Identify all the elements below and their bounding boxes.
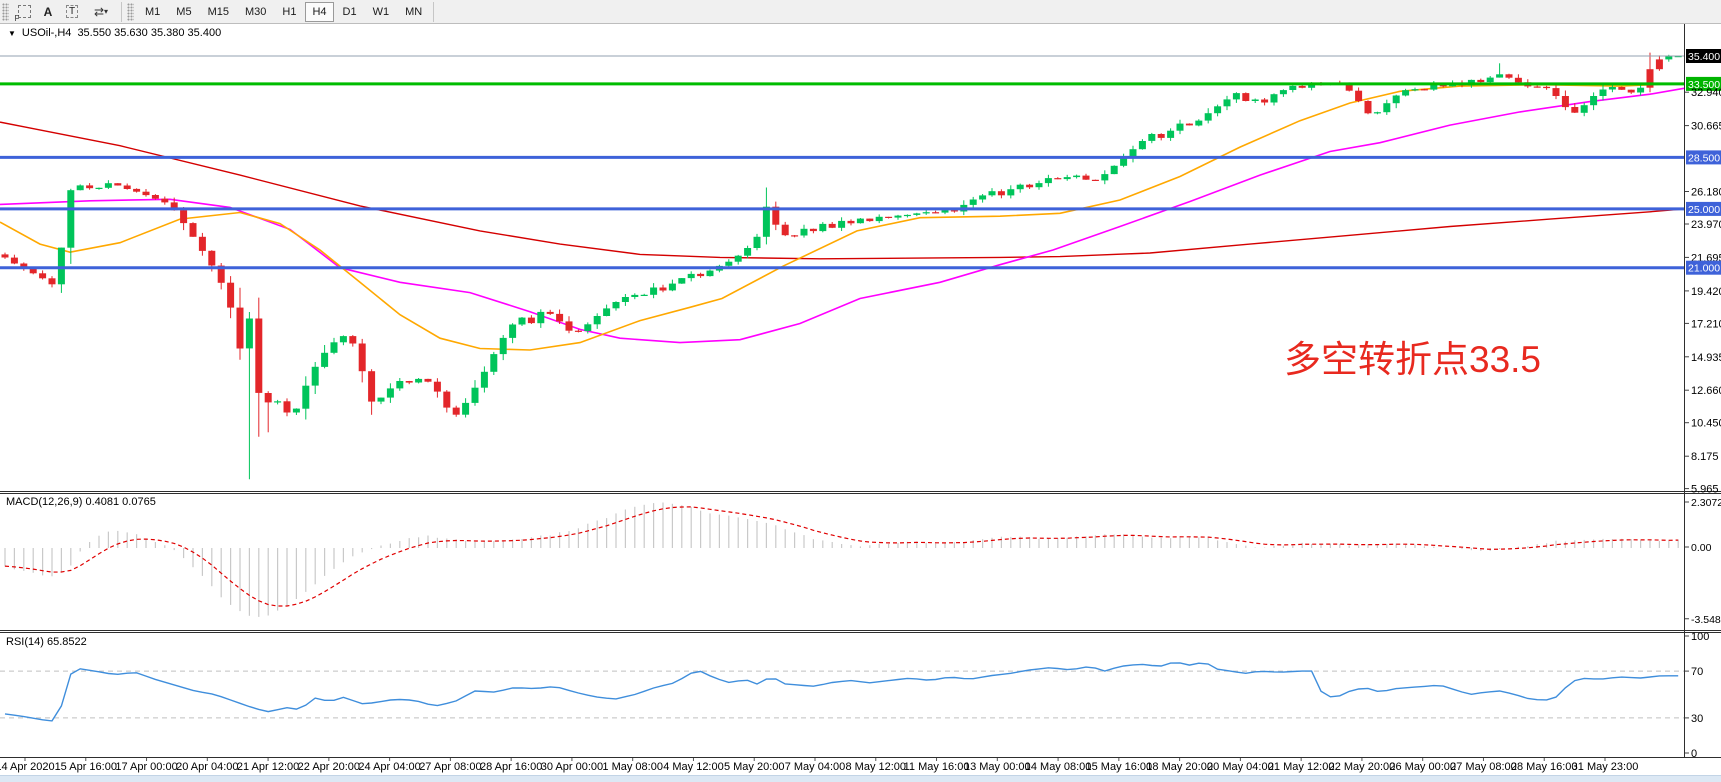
svg-text:100: 100: [1691, 631, 1709, 643]
svg-text:19.420: 19.420: [1691, 286, 1721, 298]
chart-title: ▼ USOil-,H4 35.550 35.630 35.380 35.400: [8, 27, 221, 39]
panel-borders: [0, 24, 1721, 758]
time-label: 11 May 16:00: [904, 761, 970, 773]
rsi-line: [4, 662, 1679, 722]
timeframe-button-m15[interactable]: M15: [201, 2, 236, 22]
timeframe-button-m30[interactable]: M30: [238, 2, 273, 22]
ohlc-values: 35.550 35.630 35.380 35.400: [77, 27, 222, 39]
time-label: 15 May 16:00: [1086, 761, 1153, 773]
moving-averages: [0, 82, 1685, 351]
text-box-icon[interactable]: T: [60, 1, 84, 23]
svg-text:32.940: 32.940: [1691, 87, 1721, 99]
rsi-pane: [0, 662, 1684, 722]
symbol-timeframe-label: USOil-,H4: [21, 27, 72, 39]
ma-line-red: [0, 121, 1685, 260]
time-label: 22 May 20:00: [1329, 761, 1396, 773]
price-badge: [1686, 76, 1721, 91]
time-label: 22 Apr 20:00: [298, 761, 360, 773]
svg-text:70: 70: [1691, 666, 1703, 678]
svg-text:14.935: 14.935: [1691, 352, 1721, 364]
macd-indicator-label: MACD(12,26,9) 0.4081 0.0765: [6, 496, 156, 508]
timeframe-button-d1[interactable]: D1: [336, 2, 364, 22]
ma-line-magenta: [0, 87, 1685, 344]
timeframe-button-h4[interactable]: H4: [305, 1, 334, 22]
svg-text:-3.5484: -3.5484: [1691, 614, 1721, 626]
macd-signal: [4, 506, 1679, 607]
toolbar-separator: [121, 1, 122, 22]
toolbar: F A T ⇄ ▾ M1 M5 M15 M30 H1 H4 D1 W1 MN: [0, 0, 1721, 24]
time-label: 13 May 00:00: [964, 761, 1031, 773]
time-label: 20 May 04:00: [1207, 761, 1274, 773]
svg-text:12.660: 12.660: [1691, 385, 1721, 397]
toolbar-drag-handle-icon[interactable]: [127, 2, 134, 21]
svg-text:2.3072: 2.3072: [1691, 497, 1721, 509]
time-label: 4 May 12:00: [663, 761, 724, 773]
time-label: 18 May 20:00: [1146, 761, 1213, 773]
time-label: 31 May 23:00: [1572, 761, 1639, 773]
time-label: 21 Apr 12:00: [237, 761, 299, 773]
time-label: 8 May 12:00: [845, 761, 906, 773]
toolbar-drag-handle-icon[interactable]: [2, 2, 9, 21]
timeframe-button-group: M1 M5 M15 M30 H1 H4 D1 W1 MN: [137, 1, 430, 22]
svg-text:28.500: 28.500: [1688, 152, 1720, 164]
chevron-down-icon: ▾: [104, 7, 109, 16]
time-label: 7 May 04:00: [785, 761, 846, 773]
price-badge: [1686, 49, 1721, 63]
svg-text:21.000: 21.000: [1688, 263, 1720, 275]
candlesticks: [1, 52, 1682, 480]
time-label: 21 May 12:00: [1268, 761, 1335, 773]
time-label: 30 Apr 00:00: [541, 761, 603, 773]
svg-text:8.175: 8.175: [1691, 451, 1719, 463]
svg-text:10.450: 10.450: [1691, 418, 1721, 430]
ma-line-orange: [0, 82, 1685, 351]
rsi-indicator-label: RSI(14) 65.8522: [6, 636, 87, 648]
time-label: 24 Apr 04:00: [358, 761, 420, 773]
svg-text:30: 30: [1691, 713, 1703, 725]
timeframe-button-h1[interactable]: H1: [275, 2, 303, 22]
time-label: 14 Apr 2020: [0, 761, 55, 773]
price-badge: [1686, 260, 1721, 275]
time-label: 15 Apr 16:00: [55, 761, 117, 773]
svg-text:25.000: 25.000: [1688, 204, 1720, 216]
time-label: 5 May 20:00: [724, 761, 785, 773]
timeframe-button-mn[interactable]: MN: [398, 2, 429, 22]
svg-text:33.500: 33.500: [1688, 79, 1720, 91]
text-label-icon[interactable]: A: [43, 4, 53, 19]
price-badge: [1686, 150, 1721, 165]
svg-text:23.970: 23.970: [1691, 219, 1721, 231]
price-badge: [1686, 201, 1721, 216]
timeframe-button-m5[interactable]: M5: [169, 2, 198, 22]
timeframe-button-m1[interactable]: M1: [138, 2, 167, 22]
svg-text:17.210: 17.210: [1691, 318, 1721, 330]
time-label: 28 May 16:00: [1511, 761, 1578, 773]
time-label: 27 Apr 08:00: [419, 761, 481, 773]
svg-text:30.665: 30.665: [1691, 121, 1721, 133]
time-label: 14 May 08:00: [1025, 761, 1092, 773]
horizontal-lines: [0, 55, 1684, 270]
svg-text:0: 0: [1691, 748, 1697, 760]
time-label: 20 Apr 04:00: [176, 761, 238, 773]
macd-histogram: [4, 502, 1679, 617]
svg-text:26.180: 26.180: [1691, 187, 1721, 199]
svg-text:0.00: 0.00: [1691, 542, 1712, 554]
time-label: 1 May 08:00: [602, 761, 663, 773]
svg-text:5.965: 5.965: [1691, 484, 1719, 496]
time-label: 28 Apr 16:00: [480, 761, 542, 773]
time-label: 26 May 00:00: [1389, 761, 1456, 773]
collapse-icon[interactable]: ▼: [8, 28, 16, 38]
horizontal-scrollbar[interactable]: [0, 775, 1721, 782]
timeframe-button-w1[interactable]: W1: [366, 2, 397, 22]
selection-box-icon[interactable]: F: [12, 1, 36, 23]
time-label: 27 May 08:00: [1450, 761, 1517, 773]
cycle-arrows-icon[interactable]: ⇄ ▾: [93, 4, 109, 19]
chart-annotation-text: 多空转折点33.5: [1284, 339, 1542, 380]
macd-signal-line: [4, 506, 1679, 607]
time-label: 17 Apr 00:00: [115, 761, 177, 773]
toolbar-separator: [433, 1, 435, 22]
svg-text:35.400: 35.400: [1688, 51, 1720, 63]
